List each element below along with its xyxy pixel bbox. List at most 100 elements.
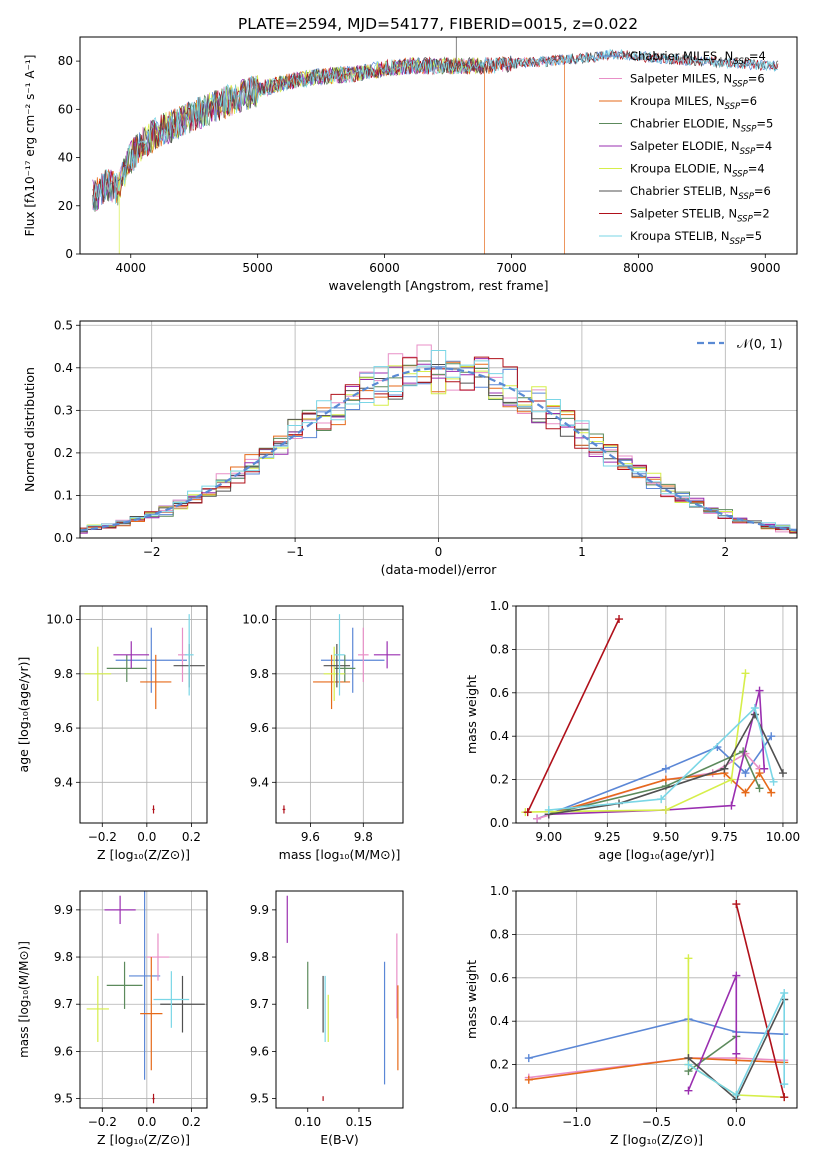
legend-label-sub: SSP (738, 192, 754, 202)
x-tick-label: 0.0 (727, 1115, 746, 1129)
age-vs-Z-plot-area (84, 614, 205, 814)
y-tick-label: 1.0 (490, 884, 509, 898)
mass-weight-vs-age-plot-area (521, 615, 787, 823)
legend-label-suffix: =4 (749, 49, 766, 63)
legend-label-sub: SSP (730, 237, 746, 247)
y-tick-label: 9.8 (54, 667, 73, 681)
y-tick-label: 1.0 (490, 599, 509, 613)
residual-histogram-plot-area (80, 344, 797, 534)
mass-weight-marker (684, 1060, 693, 1069)
mass-weight-line (528, 1018, 785, 1059)
mass-weight-vs-Z-panel: −1.0 −0.5 0.0 0.0 0.2 0.4 0.6 0.8 1.0 Z [log₁₀(Z/… (464, 884, 798, 1147)
mass-vs-Z-plot-area (86, 891, 205, 1104)
mass-weight-marker (760, 764, 769, 773)
y-tick-label: 9.9 (250, 903, 269, 917)
mass-weight-marker (684, 954, 693, 963)
age-vs-mass-panel: 9.6 9.8 9.4 9.6 9.8 10.0 mass [log₁₀(M/M⊙)] (242, 605, 404, 862)
histogram-legend: 𝒩(0, 1) (697, 336, 783, 351)
mass-weight-vs-age-frame (515, 605, 798, 824)
y-tick-label: 0.5 (54, 318, 73, 332)
legend-label: Kroupa STELIB, NSSP=5 (630, 229, 762, 247)
age-vs-Z-frame (79, 605, 208, 824)
y-tick-label: 9.4 (250, 775, 269, 789)
x-tick-label: 0.15 (346, 1115, 373, 1129)
y-tick-label: 80 (58, 54, 73, 68)
mass-weight-marker (780, 1080, 789, 1089)
y-tick-label: 9.6 (54, 721, 73, 735)
x-tick-label: 4000 (115, 261, 146, 275)
legend-label: Salpeter ELODIE, NSSP=4 (630, 139, 772, 157)
legend-label-text: Chabrier ELODIE, N (630, 117, 741, 131)
residual-histogram-frame (79, 320, 798, 539)
x-tick-label: 9.8 (354, 830, 373, 844)
mass-weight-marker (755, 769, 764, 778)
legend-label-suffix: =5 (756, 117, 773, 131)
mass-weight-marker (720, 764, 729, 773)
mass-vs-EBV-plot-area (286, 895, 399, 1101)
x-tick-label: 8000 (623, 261, 654, 275)
mass-weight-marker (732, 900, 741, 909)
legend-label: Chabrier ELODIE, NSSP=5 (630, 117, 773, 135)
mass-weight-marker (533, 814, 542, 823)
legend-label-suffix: =6 (748, 72, 765, 86)
x-tick-label: −0.2 (88, 830, 117, 844)
legend-label-sub: SSP (732, 170, 748, 180)
y-tick-label: 0.2 (54, 446, 73, 460)
x-tick-label: 9.00 (535, 830, 562, 844)
mass-weight-marker (755, 784, 764, 793)
legend-label: Salpeter MILES, NSSP=6 (630, 72, 765, 90)
x-axis-label: age [log₁₀(age/yr)] (599, 847, 715, 862)
mass-weight-vs-Z-frame (515, 890, 798, 1109)
mass-weight-marker (732, 971, 741, 980)
legend-label: Kroupa MILES, NSSP=6 (630, 94, 757, 112)
legend-label: Chabrier STELIB, NSSP=6 (630, 184, 771, 202)
y-tick-label: 60 (58, 102, 73, 116)
mass-weight-marker (657, 795, 666, 804)
y-tick-label: 9.6 (54, 1044, 73, 1058)
spectrum-panel: 4000 5000 6000 7000 8000 9000 0 20 40 60 80 wavelen… (23, 36, 798, 293)
y-tick-label: 0.6 (490, 686, 509, 700)
x-tick-label: −1 (286, 545, 304, 559)
x-tick-label: −2 (143, 545, 161, 559)
legend-label-sub: SSP (733, 57, 749, 67)
legend-label-sub: SSP (740, 147, 756, 157)
x-axis-label: E(B-V) (320, 1132, 359, 1147)
mass-weight-marker (741, 788, 750, 797)
mass-weight-marker (615, 615, 624, 624)
mass-weight-marker (661, 764, 670, 773)
figure-title: PLATE=2594, MJD=54177, FIBERID=0015, z=0… (238, 15, 638, 33)
mass-weight-line (528, 1057, 785, 1079)
y-tick-label: 9.6 (250, 721, 269, 735)
mass-weight-marker (727, 775, 736, 784)
legend-label-suffix: =5 (745, 229, 762, 243)
x-tick-label: 0 (435, 545, 443, 559)
x-tick-label: 9.25 (594, 830, 621, 844)
normal-reference-curve (80, 367, 797, 532)
x-tick-label: 0.2 (182, 830, 201, 844)
legend-label: Kroupa ELODIE, NSSP=4 (630, 162, 765, 180)
mass-vs-Z-frame (79, 890, 208, 1109)
y-axis-label: Normed distribution (22, 367, 37, 492)
y-tick-label: 0.8 (490, 642, 509, 656)
y-tick-label: 0.4 (490, 1014, 509, 1028)
legend-label-suffix: =2 (753, 207, 770, 221)
mass-vs-EBV-frame (275, 890, 404, 1109)
residual-histogram-panel: −2 −1 0 1 2 0.0 0.1 0.2 0.3 0.4 0.5 (data-model)/er… (22, 318, 798, 577)
x-tick-label: 0.10 (294, 1115, 321, 1129)
mass-weight-marker (767, 788, 776, 797)
y-tick-label: 9.8 (250, 667, 269, 681)
age-vs-Z-panel: −0.2 0.0 0.2 9.4 9.6 9.8 10.0 Z [log₁₀(Z/Z⊙)] ag… (16, 605, 208, 862)
mass-weight-marker (727, 801, 736, 810)
y-tick-label: 20 (58, 199, 73, 213)
mass-weight-line (735, 903, 785, 1098)
legend-label-text: Chabrier MILES, N (630, 49, 733, 63)
mass-weight-marker (544, 805, 553, 814)
mass-weight-vs-age-panel: 9.00 9.25 9.50 9.75 10.00 0.0 0.2 0.4 0.6 0.8 1.0 a… (464, 599, 800, 862)
y-tick-label: 9.6 (250, 1044, 269, 1058)
y-tick-label: 0.3 (54, 403, 73, 417)
y-axis-label: mass [log₁₀(M/M⊙)] (17, 941, 31, 1058)
mass-vs-Z-grid (80, 891, 207, 1108)
x-tick-label: −1.0 (562, 1115, 591, 1129)
legend-label-text: Salpeter ELODIE, N (630, 139, 740, 153)
